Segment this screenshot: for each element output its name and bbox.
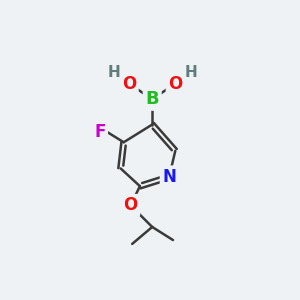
Text: H: H — [184, 65, 197, 80]
Text: N: N — [162, 168, 176, 186]
Text: O: O — [124, 196, 138, 214]
Text: H: H — [107, 65, 120, 80]
Text: O: O — [168, 75, 182, 93]
Text: B: B — [146, 90, 159, 108]
Text: F: F — [94, 123, 106, 141]
Text: O: O — [122, 75, 136, 93]
